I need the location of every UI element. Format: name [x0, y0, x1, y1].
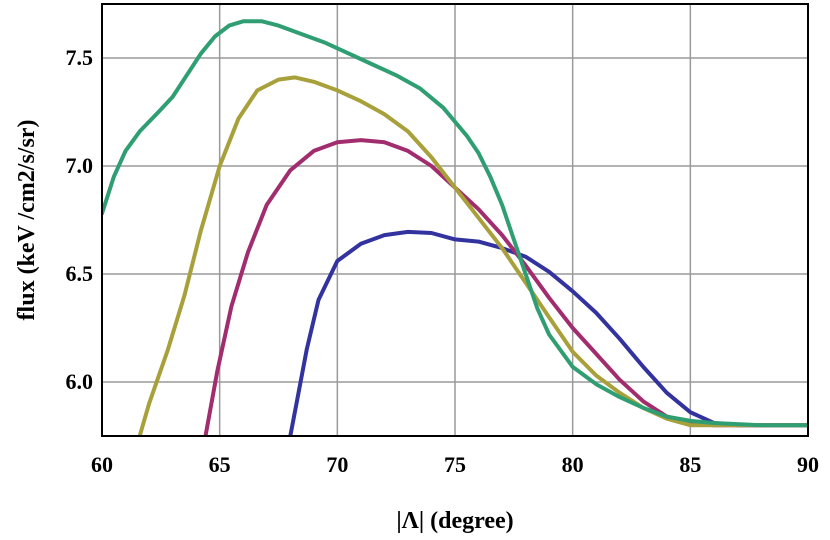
x-tick-label: 90 [797, 452, 819, 477]
x-tick-label: 85 [679, 452, 701, 477]
y-tick-label: 6.0 [66, 369, 94, 394]
x-tick-label: 60 [91, 452, 113, 477]
series-line-2 [203, 138, 808, 436]
y-axis-title: flux (keV /cm2/s/sr) [14, 120, 40, 321]
x-tick-label: 70 [326, 452, 348, 477]
y-axis-ticks: 6.0 6.5 7.0 7.5 [66, 45, 94, 394]
x-tick-label: 65 [209, 452, 231, 477]
x-tick-label: 75 [444, 452, 466, 477]
x-axis-title: |Λ| (degree) [396, 508, 513, 534]
x-axis-ticks: 60 65 70 75 80 85 90 [91, 452, 819, 477]
series-line-3 [137, 75, 808, 436]
y-tick-label: 7.5 [66, 45, 94, 70]
grid [102, 4, 808, 436]
y-tick-label: 6.5 [66, 261, 94, 286]
plot-frame [101, 3, 809, 437]
y-tick-label: 7.0 [66, 153, 94, 178]
x-tick-label: 80 [562, 452, 584, 477]
series-lines [102, 19, 808, 436]
series-line-4 [102, 19, 808, 428]
